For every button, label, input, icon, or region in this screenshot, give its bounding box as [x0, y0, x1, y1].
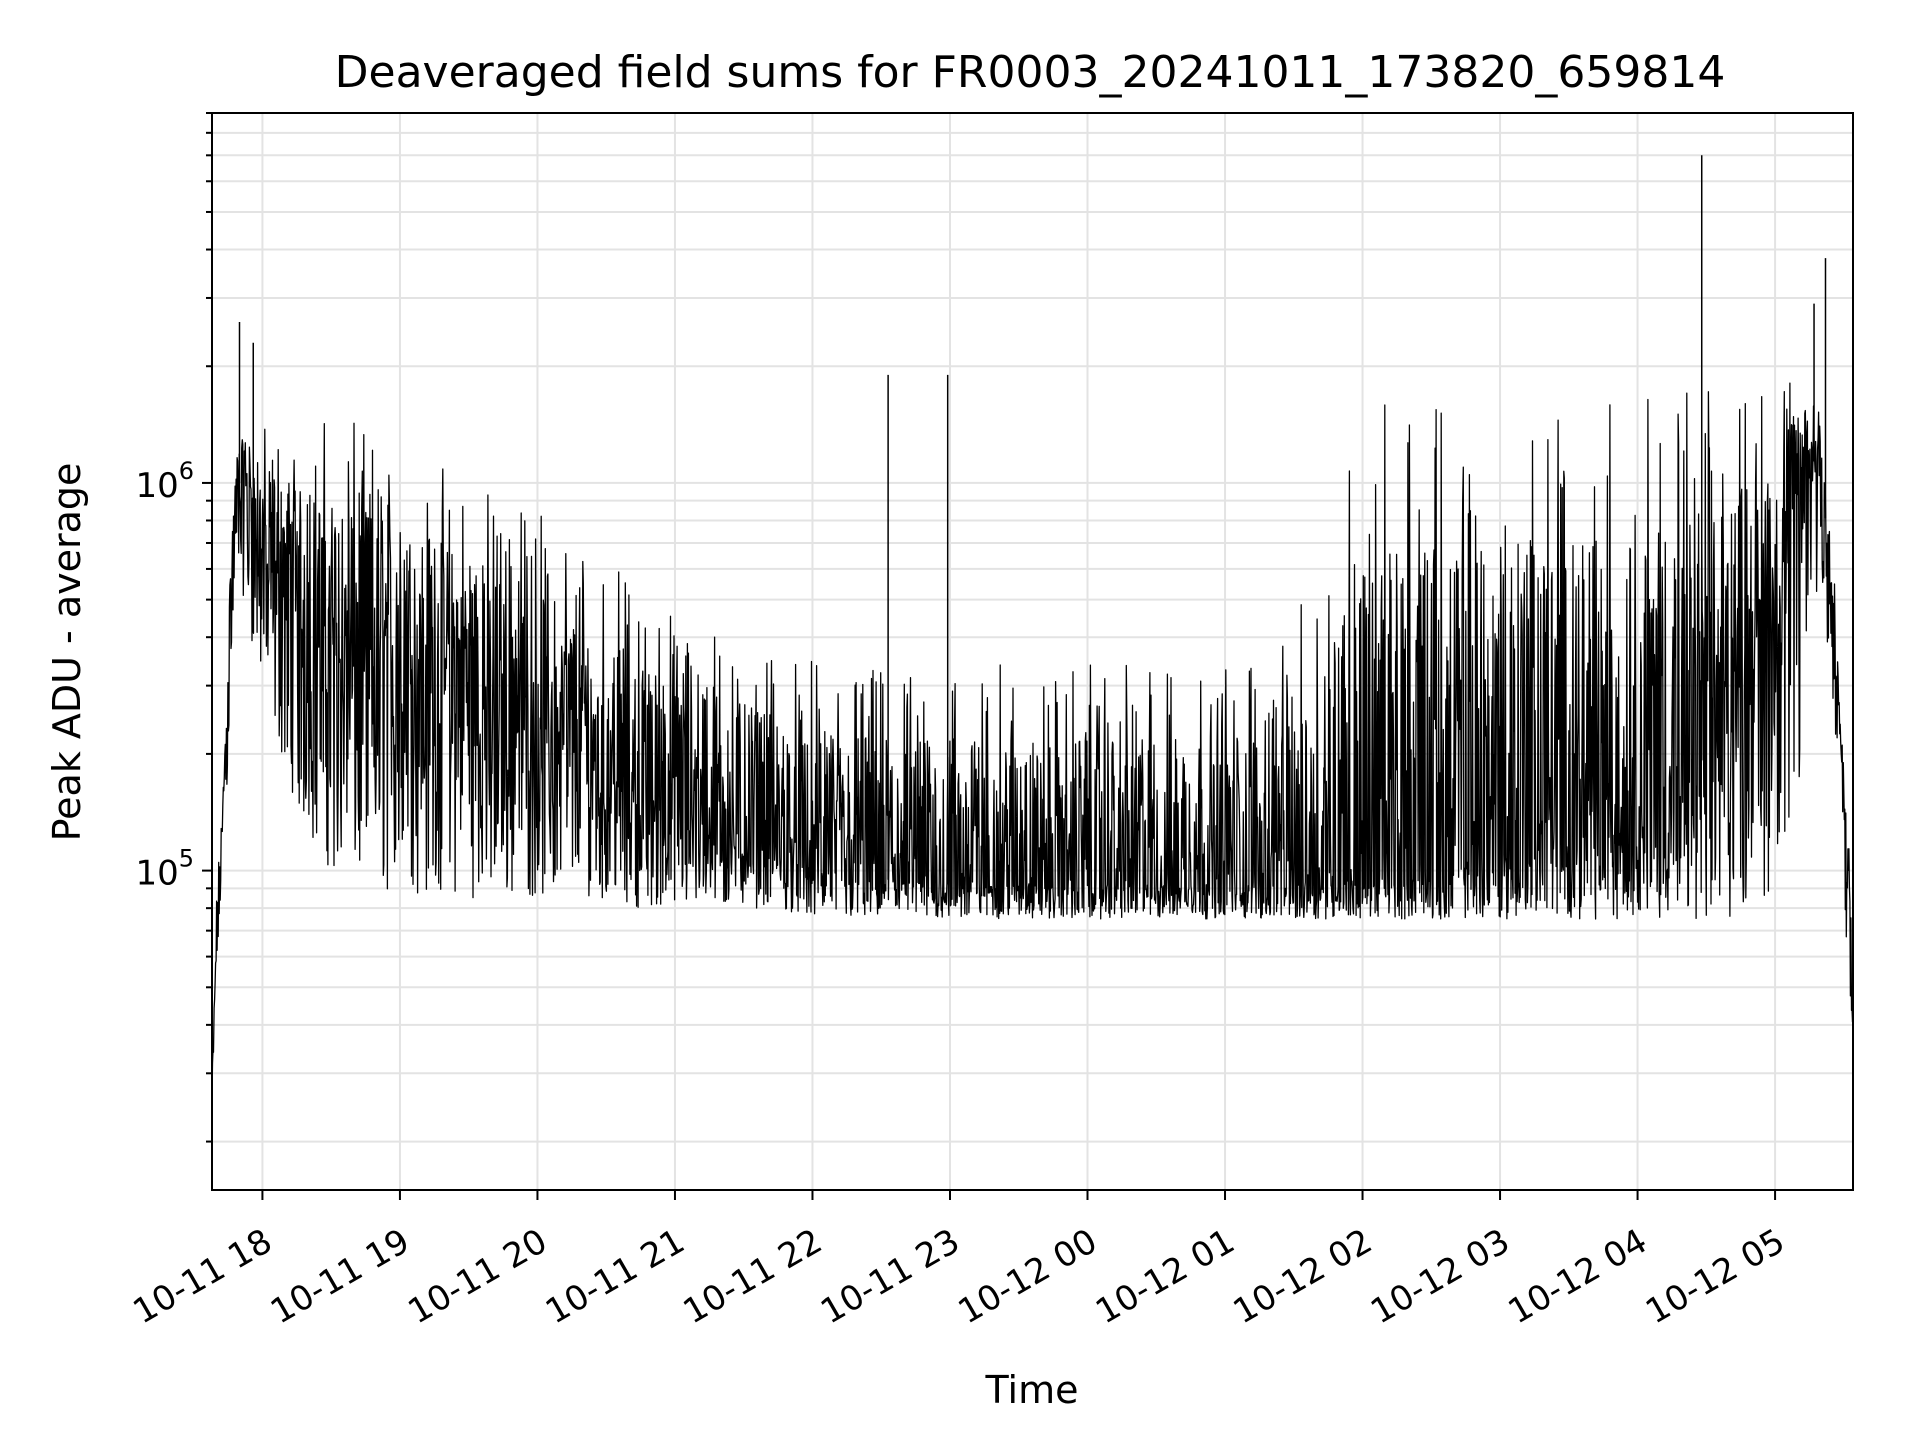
- plot-area: [211, 155, 1854, 1098]
- y-tick-exponent: 5: [179, 845, 194, 873]
- y-tick-label: 105: [135, 845, 194, 894]
- chart-title: Deaveraged field sums for FR0003_2024101…: [335, 47, 1726, 98]
- y-tick-exponent: 6: [179, 457, 194, 485]
- x-axis-label: Time: [985, 1368, 1079, 1412]
- y-tick-base: 10: [135, 854, 178, 894]
- y-tick-base: 10: [135, 466, 178, 506]
- y-axis-label: Peak ADU - average: [45, 463, 89, 842]
- y-tick-label: 106: [135, 457, 194, 506]
- series-line: [211, 382, 1854, 1098]
- plot-frame: [211, 112, 1854, 1191]
